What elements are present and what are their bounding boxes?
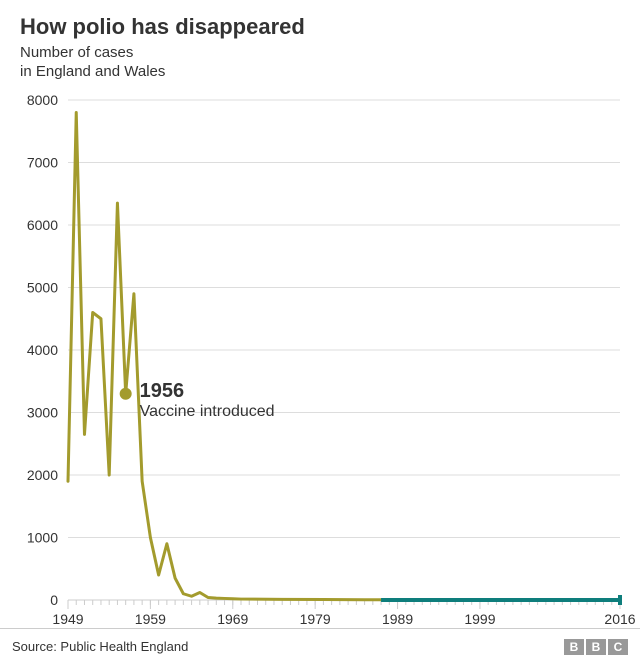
endcap-marker	[381, 595, 620, 605]
chart-footer: Source: Public Health England B B C	[0, 628, 640, 664]
svg-text:7000: 7000	[27, 155, 58, 171]
svg-text:1999: 1999	[464, 611, 495, 627]
line-series	[68, 113, 620, 601]
svg-text:1000: 1000	[27, 530, 58, 546]
chart-svg: 010002000300040005000600070008000 194919…	[0, 0, 640, 664]
svg-text:1979: 1979	[300, 611, 331, 627]
chart-container: How polio has disappeared Number of case…	[0, 0, 640, 664]
svg-text:1989: 1989	[382, 611, 413, 627]
svg-text:5000: 5000	[27, 280, 58, 296]
logo-block: B	[586, 639, 606, 655]
svg-text:1969: 1969	[217, 611, 248, 627]
annotation-marker	[120, 388, 132, 400]
svg-text:1959: 1959	[135, 611, 166, 627]
bbc-logo: B B C	[564, 639, 628, 655]
logo-block: B	[564, 639, 584, 655]
svg-text:6000: 6000	[27, 217, 58, 233]
x-axis: 1949 1959 1969 1979 1989 1999 2016	[52, 600, 635, 627]
svg-text:2000: 2000	[27, 467, 58, 483]
svg-text:1949: 1949	[52, 611, 83, 627]
y-axis: 0 1000 2000 3000 4000 5000 6000 7000 8000	[27, 92, 58, 608]
svg-text:3000: 3000	[27, 405, 58, 421]
logo-block: C	[608, 639, 628, 655]
svg-text:2016: 2016	[604, 611, 635, 627]
svg-text:4000: 4000	[27, 342, 58, 358]
gridlines	[68, 100, 620, 600]
source-label: Source: Public Health England	[12, 639, 188, 654]
svg-text:8000: 8000	[27, 92, 58, 108]
svg-text:0: 0	[50, 592, 58, 608]
